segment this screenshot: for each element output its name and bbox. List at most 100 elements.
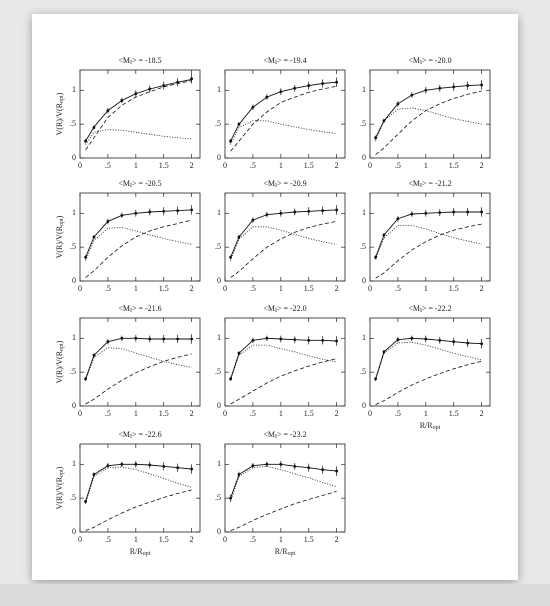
x-tick-label: 1.5 <box>159 535 169 544</box>
panel: <MI> = -20.0 0 .5 1 1.5 2 0 .5 1 <box>360 56 491 170</box>
x-tick-label: 1 <box>279 161 283 170</box>
x-tick-label: 0 <box>223 284 227 293</box>
x-tick-label: 1 <box>279 409 283 418</box>
y-tick-label: 1 <box>362 85 366 94</box>
x-tick-label: 2 <box>480 409 484 418</box>
y-tick-label: 0 <box>362 153 366 162</box>
title-part: > = -18.5 <box>132 56 162 65</box>
dashed-curve <box>230 85 337 152</box>
title-part: <M <box>118 304 130 313</box>
x-tick-label: 0 <box>223 409 227 418</box>
y-tick-label: .5 <box>215 242 221 251</box>
solid-curve <box>375 337 482 380</box>
panel-title: <MI> = -21.2 <box>408 179 451 190</box>
x-tick-label: 1 <box>279 284 283 293</box>
data-point <box>374 377 377 381</box>
x-tick-label: 1 <box>424 161 428 170</box>
x-axis-label: R/Ropt <box>275 547 296 558</box>
y-tick-label: 0 <box>72 527 76 536</box>
data-point <box>480 342 484 346</box>
x-label-part: R/R <box>130 547 144 556</box>
y-tick-label: 1 <box>362 333 366 342</box>
title-part: > = -20.5 <box>132 179 162 188</box>
x-axis-label: R/Ropt <box>130 547 151 558</box>
y-tick-label: .5 <box>360 367 366 376</box>
x-tick-label: 1.5 <box>449 409 459 418</box>
x-tick-label: 2 <box>190 284 194 293</box>
panel: <MI> = -20.5 0 .5 1 1.5 2 0 .5 1 V(R)/V(Ropt) <box>55 179 201 293</box>
x-tick-label: 1.5 <box>159 409 169 418</box>
data-point <box>335 339 339 343</box>
solid-curve <box>375 211 482 258</box>
x-tick-label: .5 <box>250 535 256 544</box>
title-part: > = -20.0 <box>422 56 452 65</box>
x-tick-label: 1 <box>134 535 138 544</box>
dotted-curve <box>230 120 337 145</box>
panel-title: <MI> = -22.6 <box>118 430 161 441</box>
x-tick-label: .5 <box>105 535 111 544</box>
x-tick-label: 1 <box>134 161 138 170</box>
title-part: I <box>130 434 132 440</box>
dashed-curve <box>85 489 192 531</box>
dotted-curve <box>85 227 192 261</box>
dashed-curve <box>85 219 192 278</box>
y-tick-label: 1 <box>217 333 221 342</box>
title-part: I <box>130 183 132 189</box>
panel-title: <MI> = -20.9 <box>263 179 306 190</box>
title-part: I <box>420 308 422 314</box>
y-label-part: V(R)/V(R <box>55 225 64 258</box>
x-tick-label: .5 <box>250 409 256 418</box>
y-tick-label: .5 <box>70 242 76 251</box>
y-tick-label: .5 <box>70 119 76 128</box>
panel: <MI> = -22.60.5 1 1.5 20.51V(R)/V(Ropt)R/Ro… <box>55 430 201 558</box>
x-tick-label: 2 <box>190 161 194 170</box>
title-part: > = -21.2 <box>422 179 452 188</box>
data-point <box>480 83 484 87</box>
solid-curve <box>230 209 337 258</box>
x-tick-label: 1 <box>424 409 428 418</box>
title-part: <M <box>263 304 275 313</box>
dashed-curve <box>230 491 337 531</box>
x-tick-label: 2 <box>335 161 339 170</box>
title-part: I <box>420 60 422 66</box>
data-point <box>480 210 484 214</box>
panel-title: <MI> = -21.6 <box>118 304 161 315</box>
dotted-curve <box>375 225 482 260</box>
data-point <box>190 337 194 341</box>
x-tick-label: .5 <box>395 284 401 293</box>
panel: <MI> = -22.0 0 .5 1 1.5 2 0 .5 1 <box>215 304 346 418</box>
title-part: > = -22.6 <box>132 430 162 439</box>
solid-curve <box>85 79 192 142</box>
y-tick-label: .5 <box>215 367 221 376</box>
x-tick-label: 2 <box>480 161 484 170</box>
x-tick-label: 1.5 <box>449 161 459 170</box>
panel: <MI> = -19.4 0 .5 1 1.5 2 0 .5 1 <box>215 56 346 170</box>
y-tick-label: 0 <box>72 153 76 162</box>
x-tick-label: 1 <box>134 284 138 293</box>
y-tick-label: .5 <box>215 119 221 128</box>
panel-title: <MI> = -18.5 <box>118 56 161 67</box>
y-tick-label: 1 <box>72 333 76 342</box>
dashed-curve <box>230 358 337 405</box>
solid-curve <box>375 84 482 138</box>
y-tick-label: 1 <box>217 208 221 217</box>
title-part: <M <box>408 179 420 188</box>
x-tick-label: 2 <box>335 535 339 544</box>
x-tick-label: 0 <box>78 161 82 170</box>
solid-curve <box>85 337 192 380</box>
panel-title: <MI> = -20.0 <box>408 56 451 67</box>
dashed-curve <box>375 360 482 405</box>
x-tick-label: 1.5 <box>304 284 314 293</box>
y-axis-label: V(R)/V(Ropt) <box>55 466 66 509</box>
data-point <box>335 469 339 473</box>
x-tick-label: 2 <box>480 284 484 293</box>
x-tick-label: 0 <box>368 409 372 418</box>
dotted-curve <box>85 466 192 504</box>
panel-title: <MI> = -22.2 <box>408 304 451 315</box>
y-tick-label: 0 <box>217 153 221 162</box>
x-tick-label: 1.5 <box>159 284 169 293</box>
y-label-part: ) <box>55 92 64 95</box>
y-tick-label: .5 <box>360 242 366 251</box>
x-tick-label: 0 <box>368 161 372 170</box>
